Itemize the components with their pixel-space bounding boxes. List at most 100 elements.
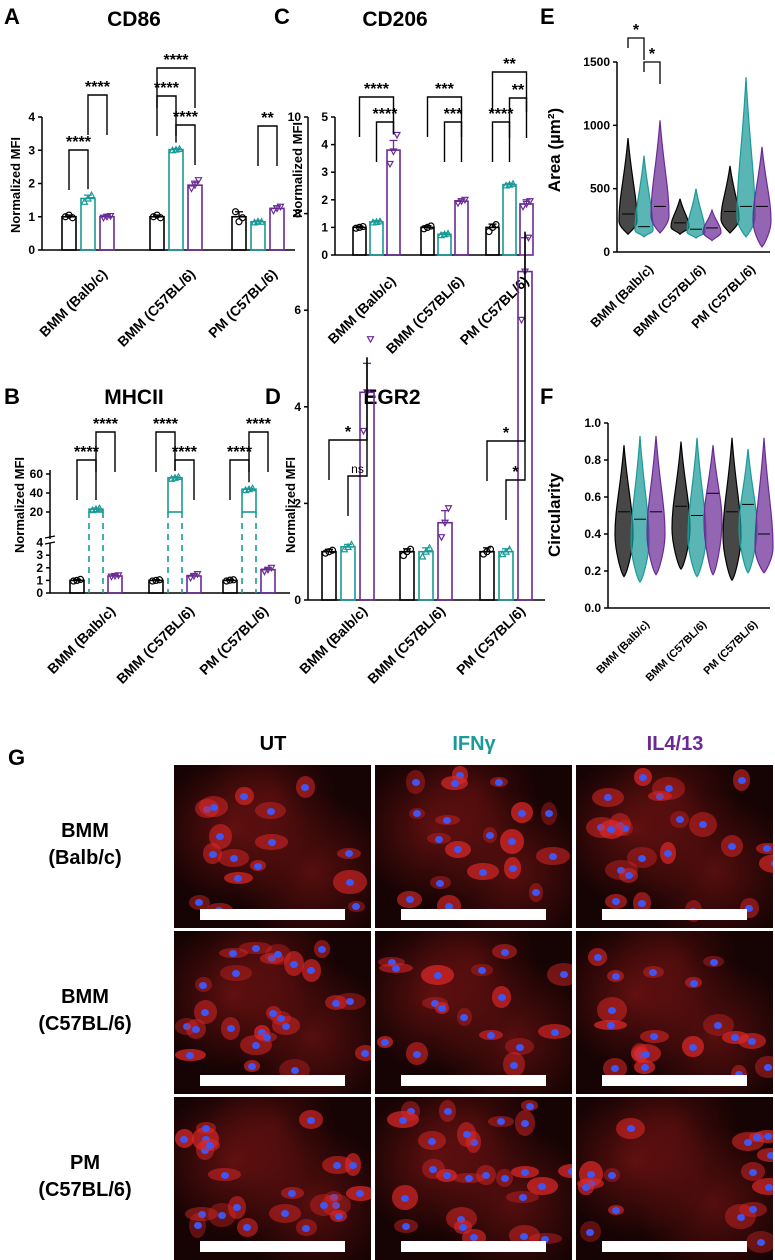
- data-point: [359, 427, 368, 436]
- cell-body: [759, 853, 773, 873]
- nucleus: [515, 1043, 524, 1051]
- nucleus: [611, 1206, 620, 1214]
- scale-bar: [400, 1241, 547, 1252]
- nucleus: [727, 843, 736, 851]
- panel-letter: C: [274, 4, 290, 29]
- nucleus: [180, 1135, 189, 1143]
- nucleus: [220, 1171, 229, 1179]
- nucleus: [559, 971, 568, 979]
- x-group-label: PM (C57BL/6): [453, 603, 528, 678]
- data-point: [99, 214, 108, 222]
- data-point: [102, 213, 112, 222]
- data-point: [87, 190, 96, 199]
- data-point: [444, 505, 453, 513]
- nucleus: [500, 948, 509, 956]
- micrograph-tile: [576, 931, 773, 1094]
- nucleus: [550, 1028, 559, 1036]
- bar: [479, 550, 495, 601]
- scale-bar: [199, 909, 346, 920]
- x-group-label: BMM (Balb/c): [296, 603, 370, 677]
- nucleus: [611, 972, 620, 980]
- y-tick-label: 10: [288, 110, 302, 124]
- nucleus: [586, 1171, 595, 1179]
- nucleus: [399, 1116, 408, 1124]
- violin: [618, 137, 638, 236]
- nucleus: [352, 903, 361, 911]
- column-label-ifn: IFNγ: [452, 733, 496, 755]
- nucleus: [344, 850, 353, 858]
- data-point: [427, 222, 435, 230]
- data-point: [392, 131, 402, 140]
- nucleus: [752, 1133, 761, 1141]
- nucleus: [268, 955, 276, 963]
- nucleus: [639, 774, 648, 782]
- nucleus: [267, 839, 276, 846]
- nucleus: [497, 994, 506, 1002]
- significance-bracket: [627, 37, 645, 60]
- nucleus: [273, 951, 282, 959]
- data-point: [328, 546, 337, 554]
- nucleus: [387, 958, 396, 966]
- y-tick-label: 20: [30, 505, 44, 519]
- bar: [321, 550, 337, 601]
- nucleus: [496, 1118, 505, 1126]
- data-point: [152, 576, 160, 585]
- row-label-line1: BMM: [61, 820, 109, 842]
- y-tick-label: 2: [321, 193, 328, 207]
- nucleus: [251, 945, 260, 953]
- y-axis-label: Normalized MFI: [290, 122, 305, 218]
- nucleus: [307, 967, 316, 975]
- significance-bracket: [95, 431, 116, 472]
- nucleus: [276, 1014, 285, 1022]
- data-point: [257, 217, 266, 225]
- nucleus: [217, 1212, 226, 1220]
- data-point: [418, 552, 427, 560]
- nucleus: [518, 1194, 527, 1202]
- micrograph-tile: [375, 765, 572, 928]
- significance-label: ****: [74, 444, 100, 461]
- data-point: [106, 212, 115, 221]
- nucleus: [649, 969, 658, 977]
- significance-bracket: [87, 94, 108, 135]
- nucleus: [288, 1189, 297, 1197]
- nucleus: [606, 1022, 615, 1030]
- nucleus: [709, 958, 718, 966]
- nucleus: [611, 898, 620, 906]
- nucleus: [281, 1022, 290, 1030]
- significance-label: ****: [85, 79, 111, 96]
- nucleus: [201, 1125, 210, 1133]
- violin: [752, 146, 772, 248]
- nucleus: [193, 1222, 202, 1230]
- nucleus: [608, 1006, 617, 1014]
- row-label-line2: (C57BL/6): [38, 1179, 132, 1201]
- nucleus: [411, 778, 420, 786]
- nucleus: [345, 879, 354, 887]
- nucleus: [334, 1213, 343, 1221]
- nucleus: [607, 826, 616, 834]
- data-point: [359, 222, 367, 231]
- nucleus: [525, 1102, 534, 1110]
- significance-bracket: [508, 97, 528, 138]
- x-group-label: BMM (Balb/c): [44, 603, 118, 677]
- scale-bar: [400, 909, 547, 920]
- bar: [399, 550, 415, 601]
- bar: [187, 184, 203, 251]
- cell-body: [557, 1163, 572, 1179]
- nucleus: [197, 1211, 206, 1219]
- violin: [702, 208, 722, 242]
- nucleus: [329, 1193, 338, 1201]
- data-point: [486, 545, 495, 553]
- row-label-bmm-c57: BMM (C57BL/6): [0, 984, 170, 1038]
- data-point: [505, 545, 514, 553]
- nucleus: [201, 1147, 210, 1155]
- nucleus: [531, 889, 540, 897]
- significance-label: ****: [489, 106, 515, 123]
- nucleus: [443, 1107, 452, 1115]
- nucleus: [457, 1215, 466, 1223]
- x-group-label: BMM (Balb/c): [325, 273, 399, 347]
- nucleus: [413, 1050, 422, 1058]
- violin: [736, 77, 756, 238]
- nucleus: [744, 1138, 753, 1146]
